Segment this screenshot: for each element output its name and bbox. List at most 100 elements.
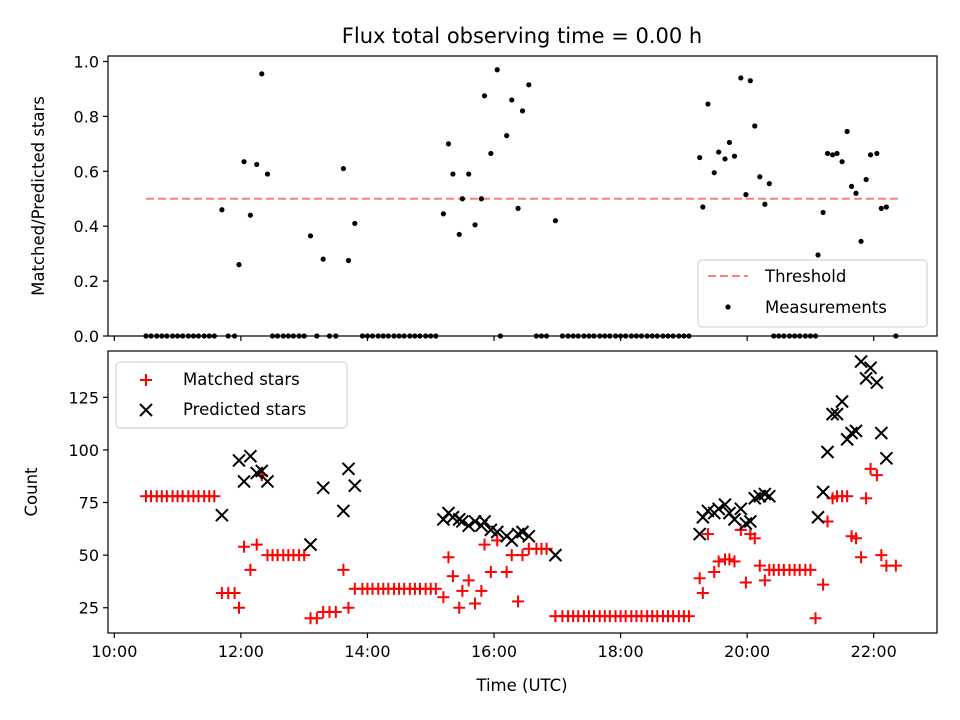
predicted-point <box>511 527 525 541</box>
predicted-point <box>237 474 251 489</box>
predicted-point <box>341 462 356 476</box>
bottom-plot-area <box>139 354 902 625</box>
measurement-point <box>834 150 840 157</box>
measurement-point <box>459 196 465 202</box>
matched-point <box>748 532 761 545</box>
measurement-point <box>716 149 722 155</box>
matched-point <box>728 555 741 568</box>
legend-predicted-label: Predicted stars <box>183 400 306 419</box>
bottom-y-tick-label: 75 <box>79 494 99 513</box>
measurement-point <box>259 71 265 77</box>
bottom-legend: Matched stars Predicted stars <box>115 361 348 429</box>
bottom-y-tick-label: 125 <box>68 388 99 407</box>
bottom-y-tick-label: 50 <box>79 546 99 565</box>
measurement-point <box>456 231 462 238</box>
matched-point <box>429 582 442 595</box>
predicted-point <box>734 502 748 516</box>
measurement-point <box>697 154 703 161</box>
predicted-point <box>477 514 492 529</box>
measurement-point <box>883 204 889 210</box>
bottom-y-axis: 25 50 75 100 125 <box>68 388 108 618</box>
top-y-tick-label: 0.6 <box>74 162 99 181</box>
measurement-point <box>874 150 880 157</box>
measurement-point <box>829 152 836 158</box>
predicted-point <box>743 514 758 529</box>
matched-point <box>516 549 529 562</box>
top-y-tick-label: 0.2 <box>74 272 99 291</box>
chart-title: Flux total observing time = 0.00 h <box>342 24 702 48</box>
matched-point <box>855 551 868 564</box>
bottom-y-tick-label: 100 <box>68 441 99 460</box>
matched-point <box>809 612 822 625</box>
matched-point <box>758 574 771 587</box>
measurement-point <box>700 204 706 210</box>
predicted-point <box>522 529 536 543</box>
measurement-point <box>466 171 472 177</box>
matched-point <box>228 587 241 600</box>
matched-point <box>469 597 482 610</box>
top-y-axis-label: Matched/Predicted stars <box>29 96 48 296</box>
x-axis-label: Time (UTC) <box>475 676 567 695</box>
measurement-point <box>307 233 314 239</box>
predicted-point <box>336 504 351 518</box>
measurement-point <box>844 128 850 135</box>
matched-point <box>701 528 714 541</box>
x-tick-label: 12:00 <box>218 642 264 661</box>
matched-point <box>437 591 450 604</box>
matched-point <box>804 563 817 576</box>
measurement-point <box>853 190 859 196</box>
predicted-point <box>215 508 229 522</box>
measurement-point <box>320 256 326 262</box>
measurement-point <box>711 170 717 176</box>
matched-point <box>232 601 245 614</box>
measurement-point <box>340 165 347 172</box>
x-tick-label: 14:00 <box>344 642 390 661</box>
predicted-point <box>758 487 772 501</box>
x-tick-label: 16:00 <box>471 642 517 661</box>
predicted-point <box>548 548 563 562</box>
matched-point <box>238 540 251 553</box>
measurement-point <box>815 252 821 258</box>
matched-point <box>708 565 721 578</box>
measurement-point <box>254 161 260 168</box>
top-legend-box <box>697 259 928 328</box>
top-y-tick-label: 0.0 <box>74 327 99 346</box>
bottom-axes-frame <box>107 350 938 634</box>
measurements-legend-swatch <box>725 304 731 310</box>
matched-point <box>875 549 888 562</box>
matched-point <box>456 584 469 597</box>
top-y-tick-label: 0.4 <box>74 217 99 236</box>
matched-point <box>753 559 766 572</box>
matched-point <box>484 565 497 578</box>
measurement-point <box>440 211 446 217</box>
measurement-point <box>766 181 772 187</box>
top-panel: 0.0 0.2 0.4 0.6 0.8 1.0 Matched/Predicted sta… <box>29 52 938 346</box>
measurement-point <box>504 133 510 139</box>
bottom-x-axis: 10:00 12:00 14:00 16:00 18:00 20:00 22:00 <box>91 633 897 661</box>
predicted-point <box>303 537 318 552</box>
matched-point <box>244 563 257 576</box>
matched-point <box>462 574 475 587</box>
predicted-point <box>727 512 742 527</box>
measurement-point <box>478 196 484 202</box>
predicted-point <box>260 474 275 489</box>
predicted-point <box>830 407 844 421</box>
predicted-point <box>468 514 482 529</box>
predicted-legend-swatch <box>139 403 153 417</box>
measurement-point <box>352 220 358 227</box>
measurement-point <box>858 238 864 244</box>
predicted-point <box>870 375 884 390</box>
predicted-point <box>820 445 835 459</box>
measurement-point <box>743 192 749 198</box>
measurement-point <box>757 174 763 180</box>
predicted-point <box>844 426 859 440</box>
matched-point <box>849 532 862 545</box>
predicted-point <box>816 485 830 499</box>
measurement-point <box>515 205 521 211</box>
matched-point <box>860 492 873 505</box>
predicted-point <box>835 394 849 409</box>
measurement-point <box>552 218 559 224</box>
matched-point <box>693 572 706 585</box>
predicted-point <box>859 371 873 386</box>
top-legend: Threshold Measurements <box>697 259 928 328</box>
